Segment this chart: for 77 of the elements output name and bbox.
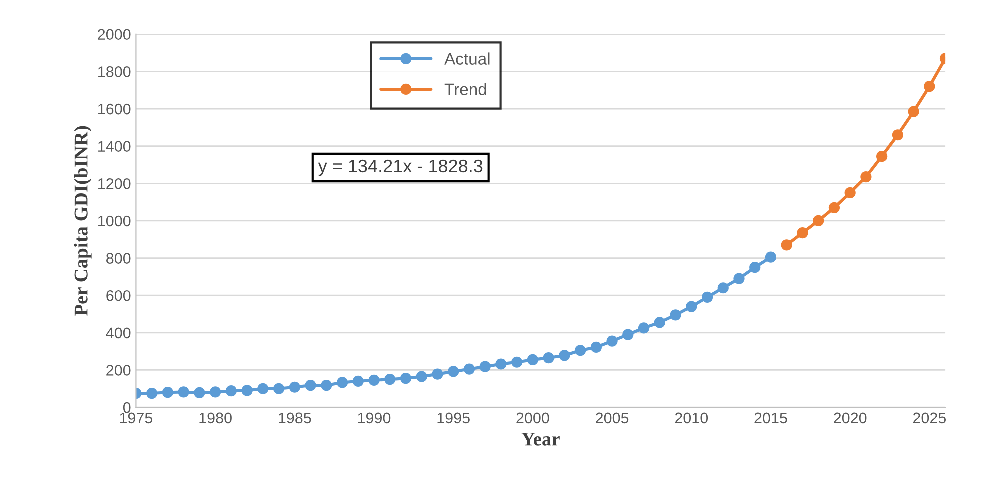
point — [622, 329, 634, 340]
y-tick-label: 400 — [106, 328, 131, 339]
point — [416, 371, 428, 382]
point — [590, 342, 602, 354]
x-tick-label: 2025 — [913, 412, 946, 424]
x-tick-label: 1995 — [438, 412, 470, 424]
point — [606, 336, 618, 347]
legend-label: Trend — [444, 83, 486, 96]
x-tick-label: 2015 — [754, 412, 788, 424]
point — [226, 386, 237, 397]
legend-label: Actual — [444, 52, 490, 65]
y-tick-label: 800 — [106, 253, 131, 264]
point — [289, 382, 300, 393]
point — [813, 215, 824, 227]
point — [480, 361, 491, 372]
y-tick-label: 200 — [106, 365, 131, 376]
point — [844, 187, 856, 199]
y-tick-label: 1000 — [98, 216, 131, 227]
point — [496, 358, 507, 370]
point — [336, 377, 348, 388]
point — [384, 374, 396, 386]
point — [908, 106, 920, 118]
point — [512, 356, 523, 368]
point — [559, 350, 570, 362]
point — [162, 387, 174, 398]
point — [638, 322, 650, 334]
x-tick-label: 2010 — [675, 412, 708, 424]
point — [146, 388, 158, 400]
point — [178, 386, 190, 398]
point — [654, 317, 666, 328]
point — [432, 368, 444, 380]
x-tick-label: 1980 — [200, 412, 232, 424]
point — [876, 151, 888, 162]
point — [527, 354, 538, 366]
y-tick-label: 2000 — [98, 29, 131, 40]
x-tick-label: 1985 — [279, 412, 312, 424]
point — [464, 364, 476, 375]
point — [670, 310, 682, 321]
point — [781, 240, 792, 251]
y-tick-label: 1800 — [98, 66, 131, 78]
point — [273, 383, 285, 394]
point — [924, 81, 936, 92]
point — [718, 282, 729, 294]
annotation: y = 134.21x - 1828.3 — [318, 160, 483, 176]
point — [368, 374, 380, 386]
point — [352, 376, 364, 387]
point — [860, 172, 872, 183]
point — [734, 273, 745, 284]
point — [797, 228, 808, 239]
y-tick-label: 1200 — [98, 178, 131, 190]
y-tick-label: 0 — [123, 402, 131, 414]
y-tick-label: 1400 — [98, 141, 131, 152]
x-tick-label: 2005 — [596, 412, 629, 424]
y-tick-label: 600 — [106, 290, 131, 302]
x-axis-title: Year — [522, 432, 560, 446]
point — [750, 262, 761, 274]
point — [400, 373, 412, 384]
point — [828, 202, 840, 214]
point — [210, 386, 222, 398]
point — [702, 292, 714, 304]
y-axis-title: Per Capita GDI(bINR) — [74, 126, 92, 316]
point — [892, 130, 904, 141]
point — [305, 380, 316, 392]
point — [765, 252, 777, 263]
y-tick-label: 1600 — [98, 104, 131, 115]
point — [194, 387, 206, 399]
point — [543, 352, 554, 364]
point — [574, 345, 586, 356]
x-tick-label: 2020 — [834, 412, 867, 424]
point — [321, 380, 332, 392]
point — [258, 383, 269, 394]
x-tick-label: 1990 — [358, 412, 391, 424]
x-tick-label: 1975 — [120, 412, 153, 424]
point — [448, 366, 460, 378]
point — [242, 385, 253, 396]
x-tick-label: 2000 — [516, 412, 550, 424]
point — [686, 301, 698, 312]
